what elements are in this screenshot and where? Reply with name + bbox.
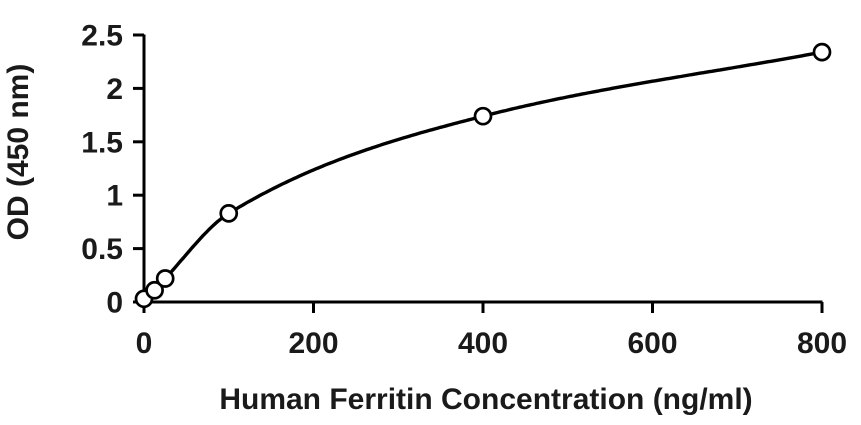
standard-curve-line	[142, 50, 824, 301]
y-tick-label: 2.5	[81, 20, 123, 53]
y-axis-title: OD (450 nm)	[2, 64, 35, 241]
y-tick-label: 1	[106, 180, 123, 213]
data-point-marker	[473, 106, 493, 126]
x-tick-label: 600	[627, 327, 677, 360]
y-tick-label: 1.5	[81, 126, 123, 159]
data-point-marker	[219, 204, 239, 223]
x-tick-label: 200	[288, 327, 338, 360]
x-axis-title: Human Ferritin Concentration (ng/ml)	[219, 383, 752, 416]
x-tick-label: 400	[458, 327, 508, 360]
x-tick-label: 800	[797, 327, 847, 360]
curve-series	[134, 42, 832, 309]
data-point-marker	[145, 280, 164, 300]
y-tick-label: 2	[106, 73, 123, 106]
y-tick-label: 0	[106, 287, 123, 320]
y-tick-label: 0.5	[81, 233, 123, 266]
x-tick-label: 0	[136, 327, 153, 360]
data-point-marker	[812, 42, 832, 62]
data-point-marker	[155, 269, 175, 288]
axes: 0 0.5 1 1.5 2 2.5 0 200 400 600 800	[81, 20, 847, 361]
